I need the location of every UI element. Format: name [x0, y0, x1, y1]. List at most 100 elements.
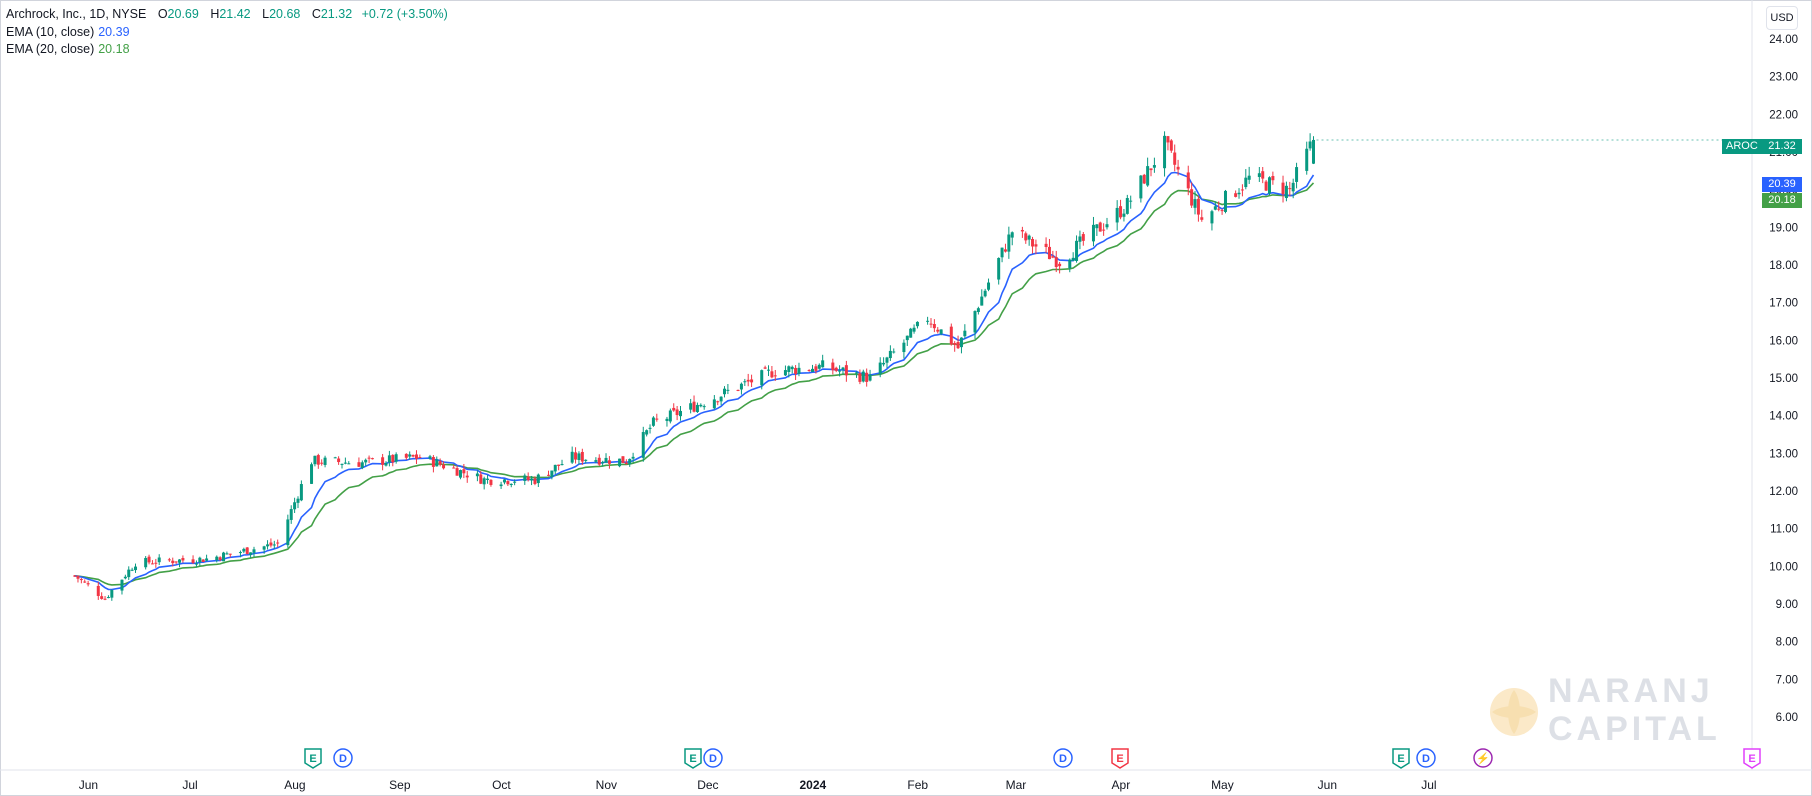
candle-body — [546, 474, 550, 476]
candle-body — [1200, 217, 1204, 220]
candle — [194, 560, 198, 568]
dividend-marker-icon — [333, 748, 353, 768]
candle — [502, 478, 506, 485]
candle-body — [130, 569, 134, 571]
candle — [1139, 175, 1143, 203]
ema20-line-group — [74, 182, 1315, 586]
candle — [1119, 199, 1123, 220]
low-value: 20.68 — [269, 7, 301, 21]
candle — [316, 453, 320, 469]
high-label: H — [210, 7, 220, 21]
candle — [157, 554, 161, 566]
earnings-marker-icon — [304, 748, 322, 769]
candle — [364, 458, 368, 466]
candle — [750, 374, 754, 387]
candle-body — [198, 557, 202, 563]
candle — [391, 454, 395, 467]
candle — [222, 551, 226, 562]
ema10-value: 20.39 — [98, 24, 130, 39]
candle — [1051, 250, 1055, 259]
candle — [435, 456, 439, 467]
candle-body — [462, 469, 466, 474]
candle-body — [1051, 256, 1055, 258]
candle — [191, 555, 195, 565]
candle-body — [134, 566, 138, 571]
candle-body — [347, 463, 351, 465]
candle-body — [1024, 233, 1028, 241]
candle — [506, 480, 510, 487]
watermark: NARANJ CAPITAL — [1488, 672, 1718, 752]
change-value: +0.72 (+3.50%) — [361, 7, 448, 21]
candle-body — [929, 323, 933, 325]
candle — [381, 453, 385, 471]
symbol-ohlc-row[interactable]: Archrock, Inc., 1D, NYSE O20.69 H21.42 L… — [6, 6, 448, 24]
time-axis[interactable]: Jun Jul Aug Sep Oct Nov Dec 2024 Feb Mar Apr May Jun… — [79, 778, 1437, 792]
split-marker-icon — [1473, 748, 1493, 768]
candle — [983, 288, 987, 298]
candle — [1058, 261, 1062, 274]
currency-button[interactable]: USD — [1766, 6, 1798, 30]
candle-body — [763, 367, 767, 369]
time-tick-label: Sep — [389, 778, 411, 792]
candle — [868, 369, 872, 382]
candle — [926, 316, 930, 325]
candle-body — [181, 558, 185, 561]
candle — [980, 289, 984, 306]
candle-body — [817, 364, 821, 369]
candle — [1142, 173, 1146, 185]
candle-body — [1139, 175, 1143, 199]
candle-body — [536, 474, 540, 484]
symbol-title: Archrock, Inc., 1D, NYSE — [6, 7, 147, 21]
candle-body — [506, 481, 510, 485]
candle-body — [123, 576, 127, 579]
candle — [296, 496, 300, 509]
candle — [1291, 178, 1295, 199]
candle-body — [1129, 200, 1133, 202]
watermark-line2: CAPITAL — [1548, 710, 1721, 748]
candle — [96, 582, 100, 600]
candle — [167, 557, 171, 562]
candle-body — [320, 462, 324, 464]
candle — [909, 327, 913, 338]
candle — [915, 321, 919, 329]
candle — [536, 473, 540, 488]
price-tick-label: 11.00 — [1770, 524, 1798, 536]
price-axis[interactable]: 24.0023.0022.0021.0020.0019.0018.0017.00… — [1769, 34, 1798, 724]
candle — [171, 557, 175, 567]
price-tick-label: 13.00 — [1769, 448, 1798, 460]
candle — [699, 403, 703, 408]
candle — [956, 335, 960, 349]
candle-body — [228, 553, 232, 555]
candle-body — [455, 468, 459, 476]
candle-body — [408, 454, 412, 457]
candle-body — [641, 432, 645, 458]
candle-body — [1288, 188, 1292, 190]
candle — [865, 368, 869, 387]
candle — [181, 555, 185, 563]
candle — [723, 386, 727, 398]
candle — [1295, 162, 1299, 189]
candle-body — [790, 366, 794, 370]
candle-body — [902, 342, 906, 353]
ema20-label: EMA (20, close) — [6, 42, 95, 56]
time-tick-label: Jul — [182, 778, 197, 792]
last-price-tag: 21.32 — [1762, 139, 1802, 154]
candle — [1068, 258, 1072, 273]
time-tick-label: Oct — [492, 778, 511, 792]
ema20-row[interactable]: EMA (20, close) 20.18 — [6, 41, 448, 59]
candle-body — [557, 464, 561, 466]
candle — [604, 453, 608, 464]
candle-body — [120, 579, 124, 591]
candle — [841, 366, 845, 375]
candle-body — [783, 370, 787, 376]
candle-body — [394, 454, 398, 462]
candle-body — [178, 559, 182, 563]
candle — [1186, 165, 1190, 196]
candle — [557, 464, 561, 471]
candle-body — [252, 549, 256, 553]
candle — [817, 363, 821, 370]
ema10-row[interactable]: EMA (10, close) 20.39 — [6, 24, 448, 42]
candle-body — [868, 374, 872, 381]
candle-body — [550, 470, 554, 477]
